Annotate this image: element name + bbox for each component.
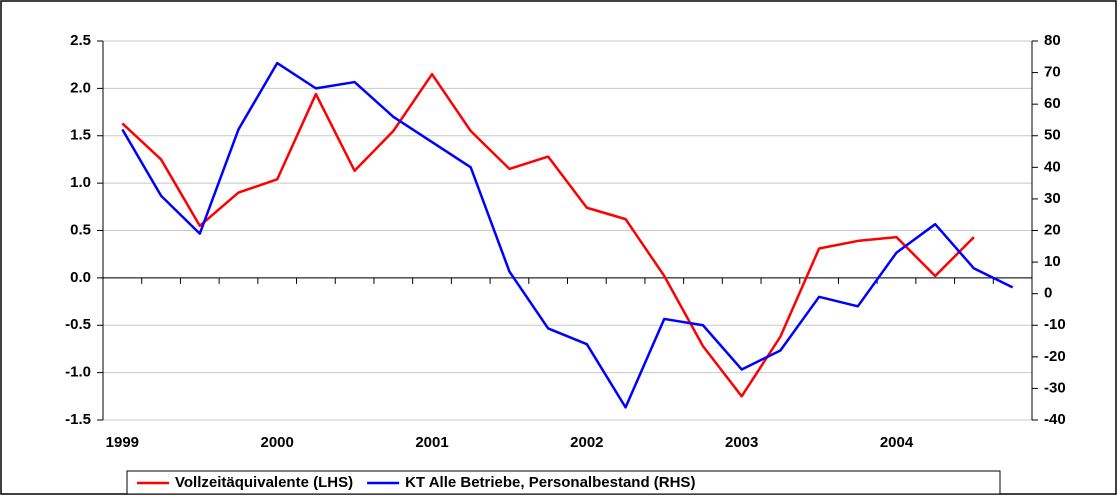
y2-tick-label: -20 [1044, 348, 1066, 365]
legend-label: KT Alle Betriebe, Personalbestand (RHS) [405, 474, 695, 491]
x-tick-label: 2000 [261, 434, 294, 451]
y2-tick-label: 40 [1044, 158, 1061, 175]
y-tick-label: 1.5 [70, 127, 91, 144]
y2-tick-label: 80 [1044, 32, 1061, 49]
series-line [121, 72, 975, 398]
y-tick-label: 2.0 [70, 79, 91, 96]
legend-box [126, 470, 1001, 495]
x-tick-label: 2001 [415, 434, 448, 451]
series-line [121, 61, 1014, 409]
legend-label: Vollzeitäquivalente (LHS) [175, 474, 353, 491]
y-tick-label: 2.5 [70, 32, 91, 49]
y2-tick-label: -40 [1044, 411, 1066, 428]
y2-tick-label: -10 [1044, 316, 1066, 333]
y2-tick-label: -30 [1044, 379, 1066, 396]
x-tick-label: 1999 [106, 434, 139, 451]
y2-tick-label: 20 [1044, 221, 1061, 238]
y2-tick-label: 10 [1044, 253, 1061, 270]
y-tick-label: -0.5 [65, 316, 91, 333]
x-tick-label: 2004 [880, 434, 914, 451]
y2-tick-label: 50 [1044, 127, 1061, 144]
y2-tick-label: 30 [1044, 190, 1061, 207]
x-tick-label: 2003 [725, 434, 758, 451]
y-tick-label: -1.5 [65, 411, 91, 428]
x-tick-label: 2002 [570, 434, 603, 451]
y2-tick-label: 70 [1044, 64, 1061, 81]
y-tick-label: 0.5 [70, 221, 91, 238]
y2-tick-label: 0 [1044, 285, 1052, 302]
y-tick-label: 0.0 [70, 269, 91, 286]
y-tick-label: 1.0 [70, 174, 91, 191]
y-tick-label: -1.0 [65, 364, 91, 381]
y2-tick-label: 60 [1044, 95, 1061, 112]
